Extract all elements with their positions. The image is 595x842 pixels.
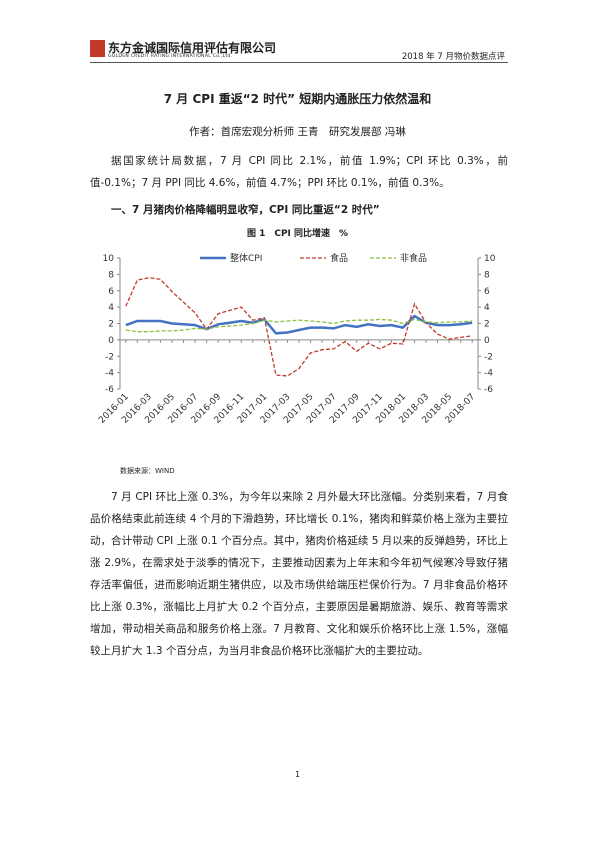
y-tick-label: 2	[108, 320, 114, 330]
y-tick-label: 10	[103, 254, 115, 264]
title: 7 月 CPI 重返“2 时代” 短期内通胀压力依然温和	[163, 92, 432, 106]
line-series	[125, 318, 473, 333]
company: 东方金诚国际信用评估有限公司	[108, 41, 277, 55]
line-series	[125, 277, 473, 377]
legend-label: 食品	[330, 252, 348, 264]
header-rule	[90, 62, 508, 63]
logo-icon	[90, 40, 105, 57]
paragraph: 据国家统计局数据，7 月 CPI 同比 2.1%，前值 1.9%；CPI 环比 …	[90, 155, 508, 189]
chart: -6-4-20246810-6-4-202468102016-012016-03…	[97, 252, 496, 426]
y2-tick-label: 0	[484, 336, 490, 346]
legend-label: 非食品	[400, 252, 427, 264]
y-tick-label: -4	[105, 369, 114, 379]
y2-tick-label: 8	[484, 270, 490, 280]
y-tick-label: 4	[108, 303, 114, 313]
section-heading: 一、7 月猪肉价格降幅明显收窄，CPI 同比重返“2 时代”	[111, 204, 380, 216]
paragraph: 7 月 CPI 环比上涨 0.3%，为今年以来除 2 月外最大环比涨幅。分类别来…	[90, 491, 508, 657]
y2-tick-label: -6	[484, 385, 493, 395]
y2-tick-label: 4	[484, 303, 490, 313]
line-series	[125, 314, 473, 335]
y2-tick-label: 10	[484, 254, 496, 264]
legend-label: 整体CPI	[230, 252, 262, 264]
y2-tick-label: 6	[484, 287, 490, 297]
y-tick-label: -2	[105, 352, 114, 362]
author: 作者：首席宏观分析师 王青 研究发展部 冯琳	[189, 126, 406, 138]
source: 数据来源：WIND	[120, 467, 175, 475]
y2-tick-label: -4	[484, 369, 493, 379]
y-tick-label: 8	[108, 270, 114, 280]
y-tick-label: 0	[108, 336, 114, 346]
figure-caption: 图 1 CPI 同比增速 %	[246, 229, 349, 239]
page-number: 1	[294, 770, 301, 779]
y-tick-label: -6	[105, 385, 114, 395]
y2-tick-label: -2	[484, 352, 493, 362]
doc-name: 2018 年 7 月物价数据点评	[401, 52, 505, 62]
company-en: GOLDEN CREDIT RATING INTERNATIONAL Co.,L…	[108, 54, 233, 59]
y2-tick-label: 2	[484, 320, 490, 330]
y-tick-label: 6	[108, 287, 114, 297]
